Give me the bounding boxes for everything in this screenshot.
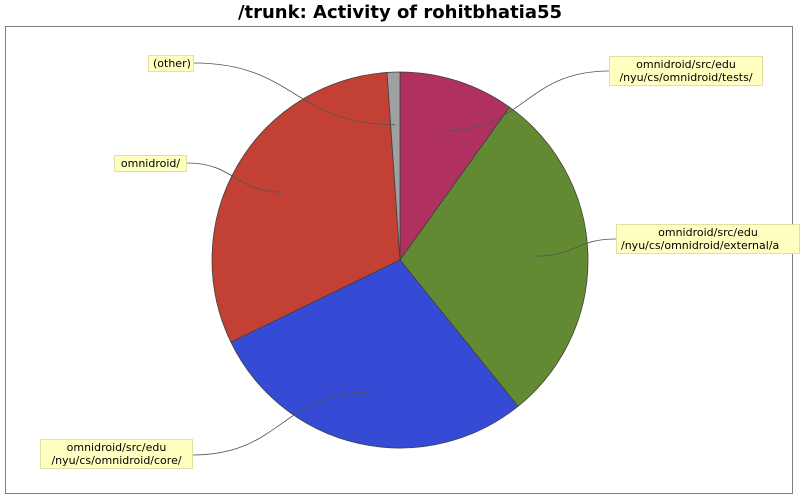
leader-line-slice-omnidroid: [186, 162, 283, 193]
slice-omnidroid: [211, 72, 401, 343]
leader-line-slice-tests: [441, 70, 610, 132]
leader-line-slice-external: [535, 238, 617, 257]
slice-label-core-line-1: omnidroid/src/edu: [66, 441, 167, 454]
slice-label-external-line-2: /nyu/cs/omnidroid/external/a: [621, 239, 780, 252]
label-leader-lines: [186, 62, 617, 456]
slice-label-external-line-1: omnidroid/src/edu: [658, 226, 758, 239]
slice-core: [230, 259, 519, 449]
slice-other: [386, 71, 401, 261]
chart-title: /trunk: Activity of rohitbhatia55: [237, 2, 563, 23]
leader-line-slice-core: [192, 391, 371, 456]
slice-label-tests-line-1: omnidroid/src/edu: [636, 58, 736, 71]
slice-label-omnidroid-line-1: omnidroid/: [120, 157, 181, 170]
slice-label-tests: omnidroid/src/edu /nyu/cs/omnidroid/test…: [609, 56, 763, 86]
slice-label-omnidroid: omnidroid/: [114, 155, 187, 172]
slice-label-tests-line-2: /nyu/cs/omnidroid/tests/: [619, 71, 753, 84]
slice-label-core: omnidroid/src/edu /nyu/cs/omnidroid/core…: [40, 439, 193, 469]
pie-slices: [211, 71, 589, 449]
slice-label-external: omnidroid/src/edu /nyu/cs/omnidroid/exte…: [616, 224, 800, 254]
leader-line-slice-other: [193, 62, 396, 126]
slice-label-other: (other): [148, 55, 194, 72]
slice-label-core-line-2: /nyu/cs/omnidroid/core/: [51, 454, 182, 467]
slice-label-other-line-1: (other): [153, 57, 191, 70]
slice-tests: [399, 71, 511, 262]
slice-external: [399, 106, 589, 407]
